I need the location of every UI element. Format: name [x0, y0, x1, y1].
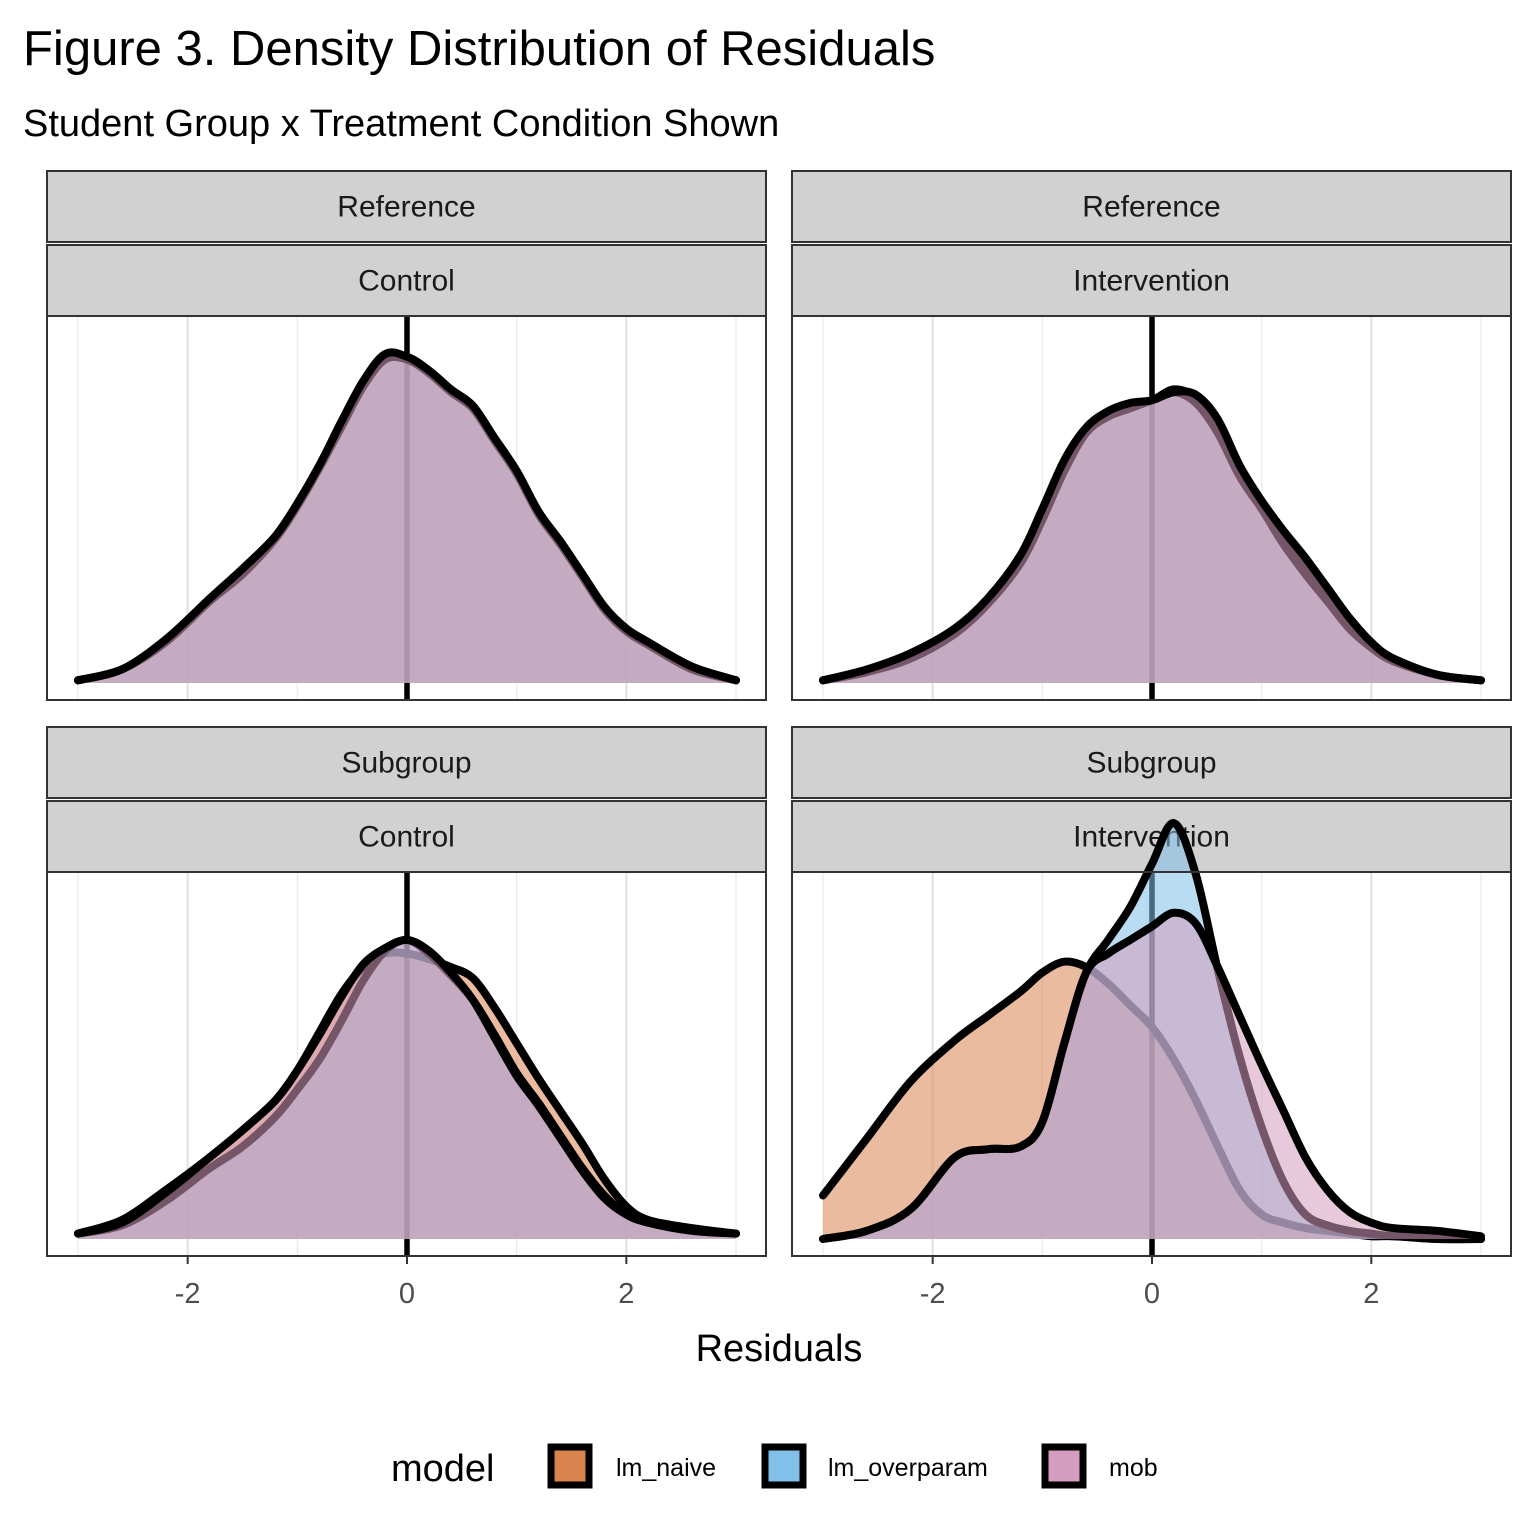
- legend-item-lm-naive: lm_naive: [547, 1443, 716, 1489]
- density-outline-mob: [819, 387, 1485, 685]
- strip-condition: [46, 800, 767, 873]
- density-outline-mob: [74, 348, 740, 685]
- legend-item-lm-overparam: lm_overparam: [761, 1443, 988, 1489]
- panel-reference-intervention: Reference Intervention: [791, 170, 1512, 701]
- density-series-mob: [74, 935, 740, 1239]
- strip-group: [46, 726, 767, 799]
- x-tick-label: 0: [1144, 1278, 1160, 1310]
- density-outline-mob: [74, 935, 740, 1238]
- legend-swatch-lm-naive: [547, 1443, 593, 1489]
- x-tick-label: -2: [175, 1278, 201, 1310]
- chart-title: Figure 3. Density Distribution of Residu…: [23, 22, 935, 76]
- strip-group-label: Subgroup: [1086, 747, 1216, 780]
- legend-swatch-mob: [1041, 1443, 1087, 1489]
- density-series-mob: [819, 908, 1485, 1243]
- panel-subgroup-control: Subgroup Control -2 0 2: [46, 726, 767, 1310]
- density-area-mob: [78, 352, 736, 683]
- strip-condition-label: Control: [358, 265, 455, 298]
- strip-condition-label: Intervention: [1073, 821, 1230, 854]
- strip-condition-label: Intervention: [1073, 265, 1230, 298]
- strip-group: [46, 170, 767, 243]
- legend-swatch-lm-overparam: [761, 1443, 807, 1489]
- x-tick-label: 0: [399, 1278, 415, 1310]
- facet-panels: ReferenceControlReferenceInterventionSub…: [46, 170, 1512, 1310]
- panel-border: [791, 315, 1512, 701]
- legend-items: lm_naive lm_overparam mob: [547, 1443, 1158, 1489]
- panel-subgroup-intervention: Subgroup Intervention -2 0 2: [791, 726, 1512, 1310]
- strip-group-label: Reference: [1082, 191, 1220, 224]
- density-series-mob: [74, 348, 740, 685]
- x-tick-label: 2: [1363, 1278, 1379, 1310]
- strip-group-label: Subgroup: [341, 747, 471, 780]
- legend-item-mob: mob: [1041, 1443, 1158, 1489]
- strip-group: [791, 170, 1512, 243]
- x-tick-label: -2: [920, 1278, 946, 1310]
- strip-condition: [46, 244, 767, 317]
- legend: model lm_naive lm_overparam mob: [391, 1443, 1158, 1490]
- density-outline-mob: [819, 908, 1485, 1243]
- x-axis-title: Residuals: [696, 1328, 863, 1370]
- legend-label-mob: mob: [1109, 1454, 1158, 1482]
- strip-group: [791, 726, 1512, 799]
- strip-condition: [791, 244, 1512, 317]
- density-area-mob: [78, 939, 736, 1239]
- legend-title: model: [391, 1448, 495, 1490]
- density-area-mob: [823, 912, 1481, 1239]
- panel-reference-control: Reference Control: [46, 170, 767, 701]
- density-area-mob: [823, 391, 1481, 683]
- legend-label-lm-naive: lm_naive: [616, 1454, 716, 1482]
- strip-condition-label: Control: [358, 821, 455, 854]
- legend-label-lm-overparam: lm_overparam: [828, 1454, 988, 1482]
- density-series-mob: [819, 387, 1485, 685]
- panel-border: [46, 315, 767, 701]
- chart-subtitle: Student Group x Treatment Condition Show…: [23, 103, 779, 145]
- x-tick-label: 2: [618, 1278, 634, 1310]
- strip-group-label: Reference: [337, 191, 475, 224]
